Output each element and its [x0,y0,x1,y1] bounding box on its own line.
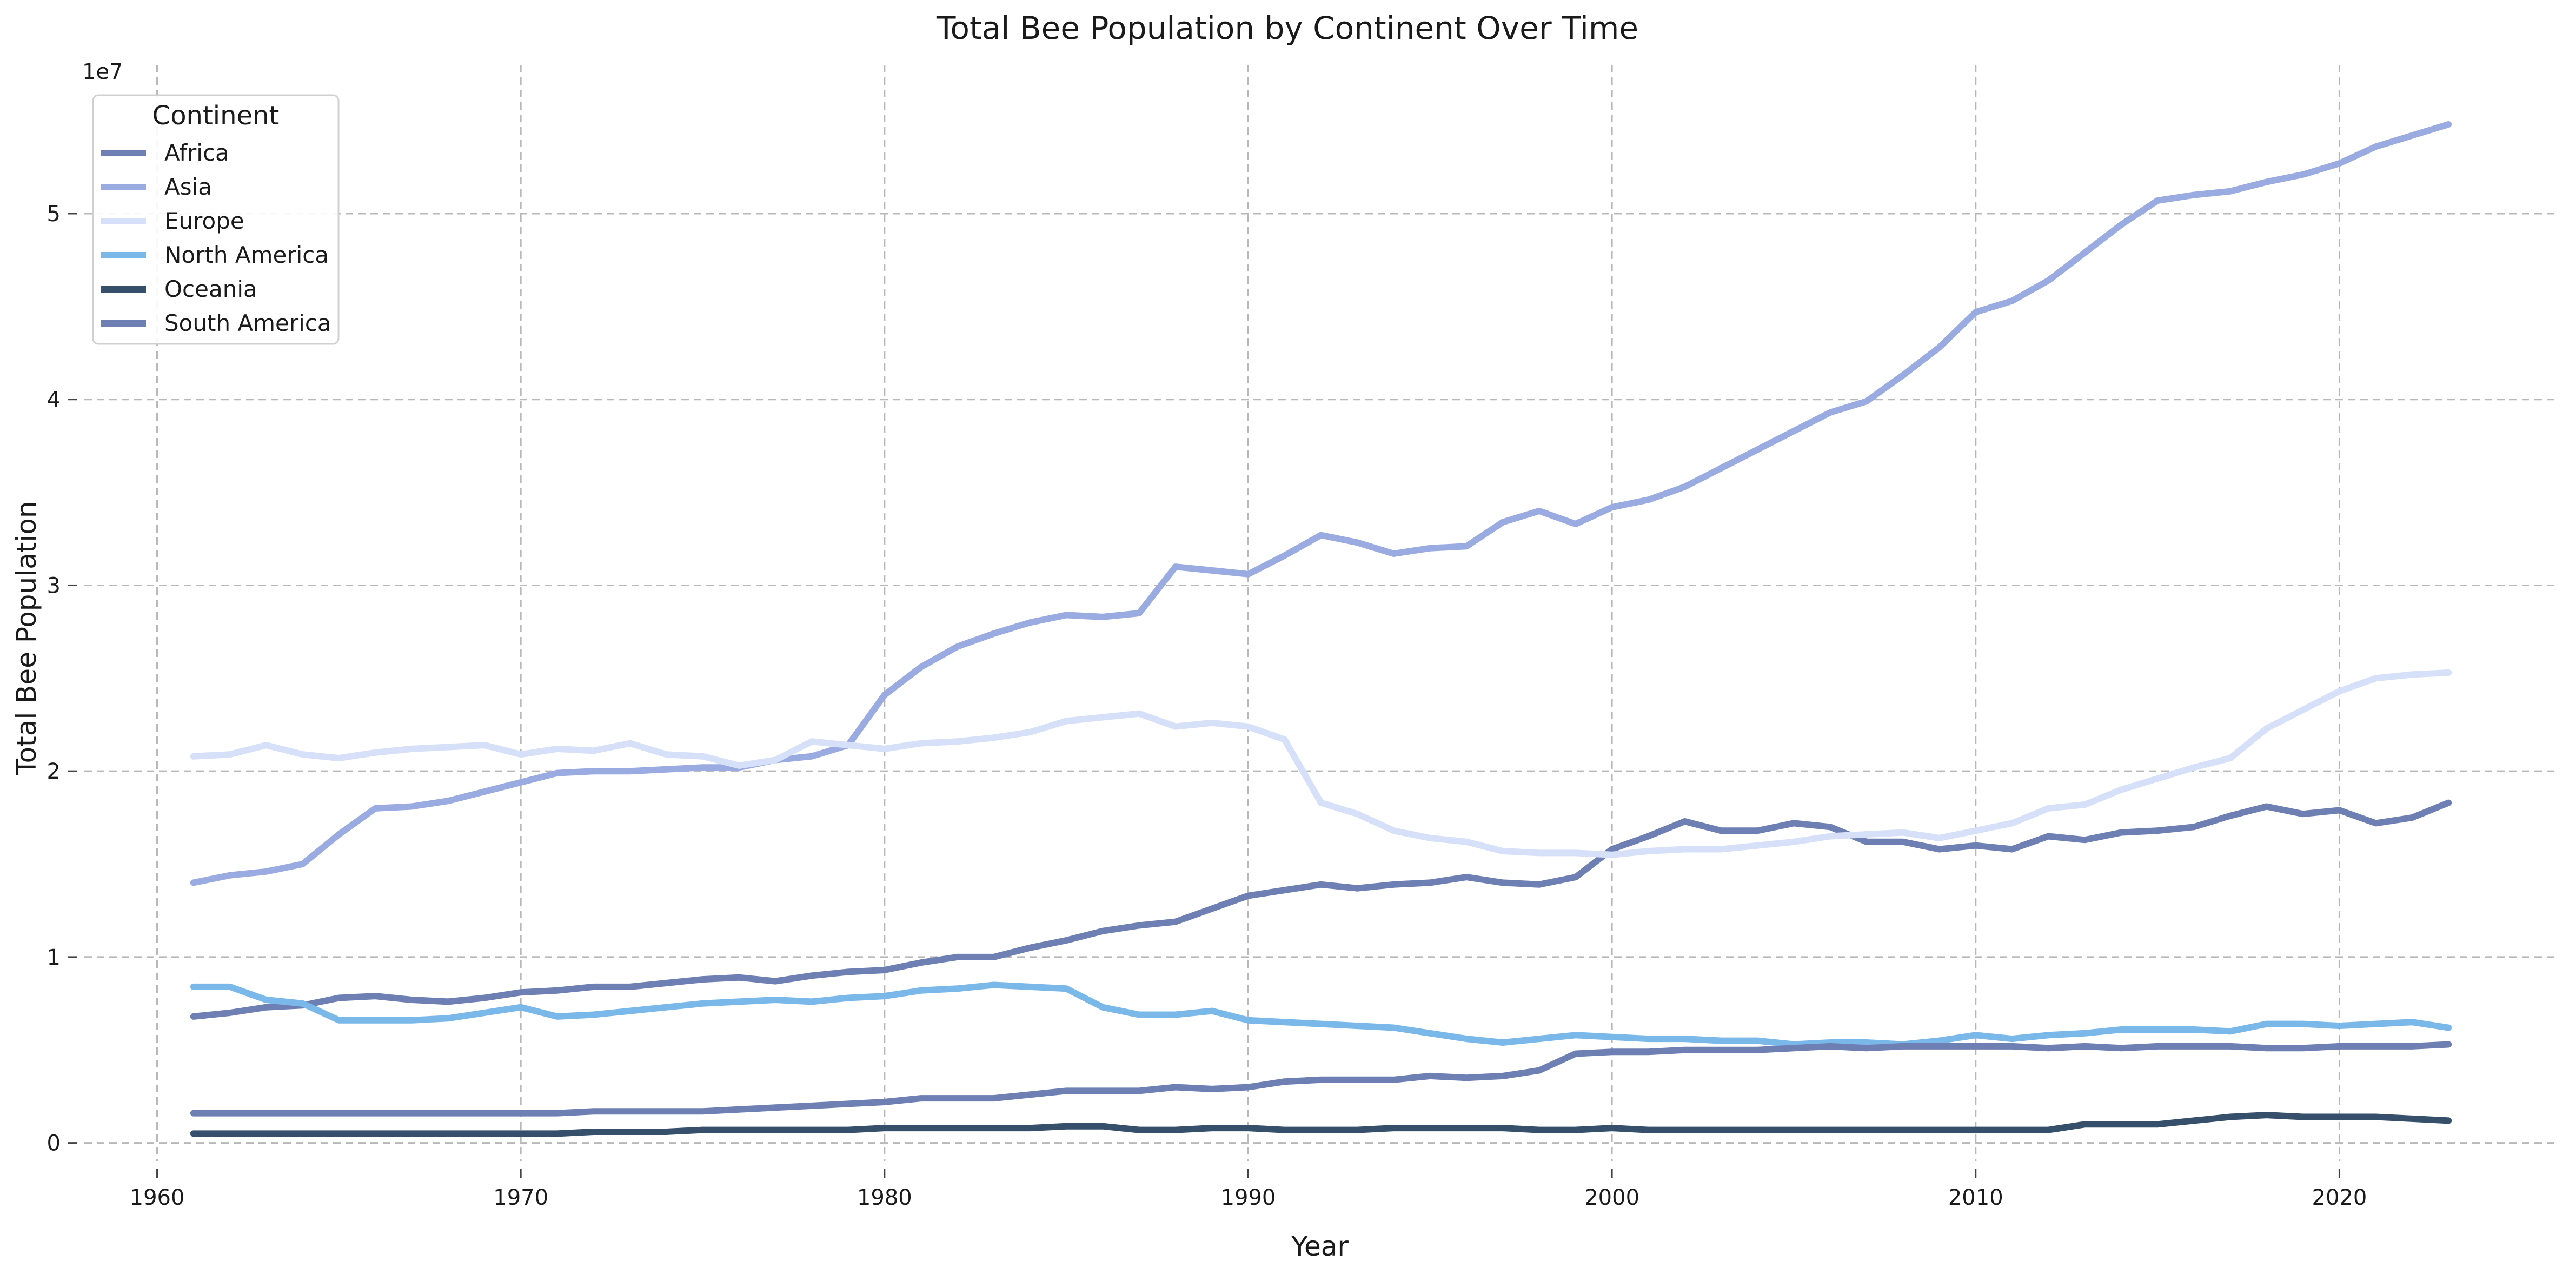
legend-items: Africa Asia Europe North America Oceania Sout… [101,140,331,336]
legend: Continent Africa Asia Europe North America O… [92,94,340,345]
series-line-africa [190,799,2452,1020]
x-tick-label: 2000 [1584,1185,1639,1210]
legend-label-oceania: Oceania [164,276,257,302]
y-tick-label: 4 [47,388,61,413]
y-tick-label: 2 [47,759,61,784]
legend-label-north-america: North America [164,242,329,268]
x-tick-label: 1970 [493,1185,548,1210]
x-tick-label: 1990 [1221,1185,1276,1210]
y-axis-label: Total Bee Population [11,501,42,775]
legend-label-africa: Africa [164,140,229,166]
axis-ticks: 1960 1970 1980 1990 2000 2010 2020 0 1 2 3 4 5 [47,202,2367,1210]
y-tick-label: 1 [47,945,61,970]
series-line-south-america [190,1041,2452,1117]
y-tick-label: 3 [47,573,61,598]
y-axis-multiplier: 1e7 [82,59,123,84]
x-tick-label: 2010 [1948,1185,2003,1210]
legend-label-europe: Europe [164,208,244,234]
series-line-oceania [190,1112,2452,1137]
series-lines [190,121,2452,1137]
series-line-asia [190,121,2452,886]
y-tick-label: 5 [47,202,61,227]
grid [84,65,2558,1161]
legend-label-south-america: South America [164,310,331,336]
legend-label-asia: Asia [164,174,212,200]
legend-box [92,94,340,345]
series-line-north-america [190,981,2452,1048]
series-line-europe [190,669,2452,858]
x-tick-label: 2020 [2312,1185,2367,1210]
y-tick-label: 0 [47,1131,61,1156]
x-axis-label: Year [1291,1231,1349,1262]
x-tick-label: 1960 [130,1185,185,1210]
legend-title: Continent [152,101,280,131]
x-tick-label: 1980 [857,1185,912,1210]
chart-title: Total Bee Population by Continent Over T… [936,10,1638,47]
